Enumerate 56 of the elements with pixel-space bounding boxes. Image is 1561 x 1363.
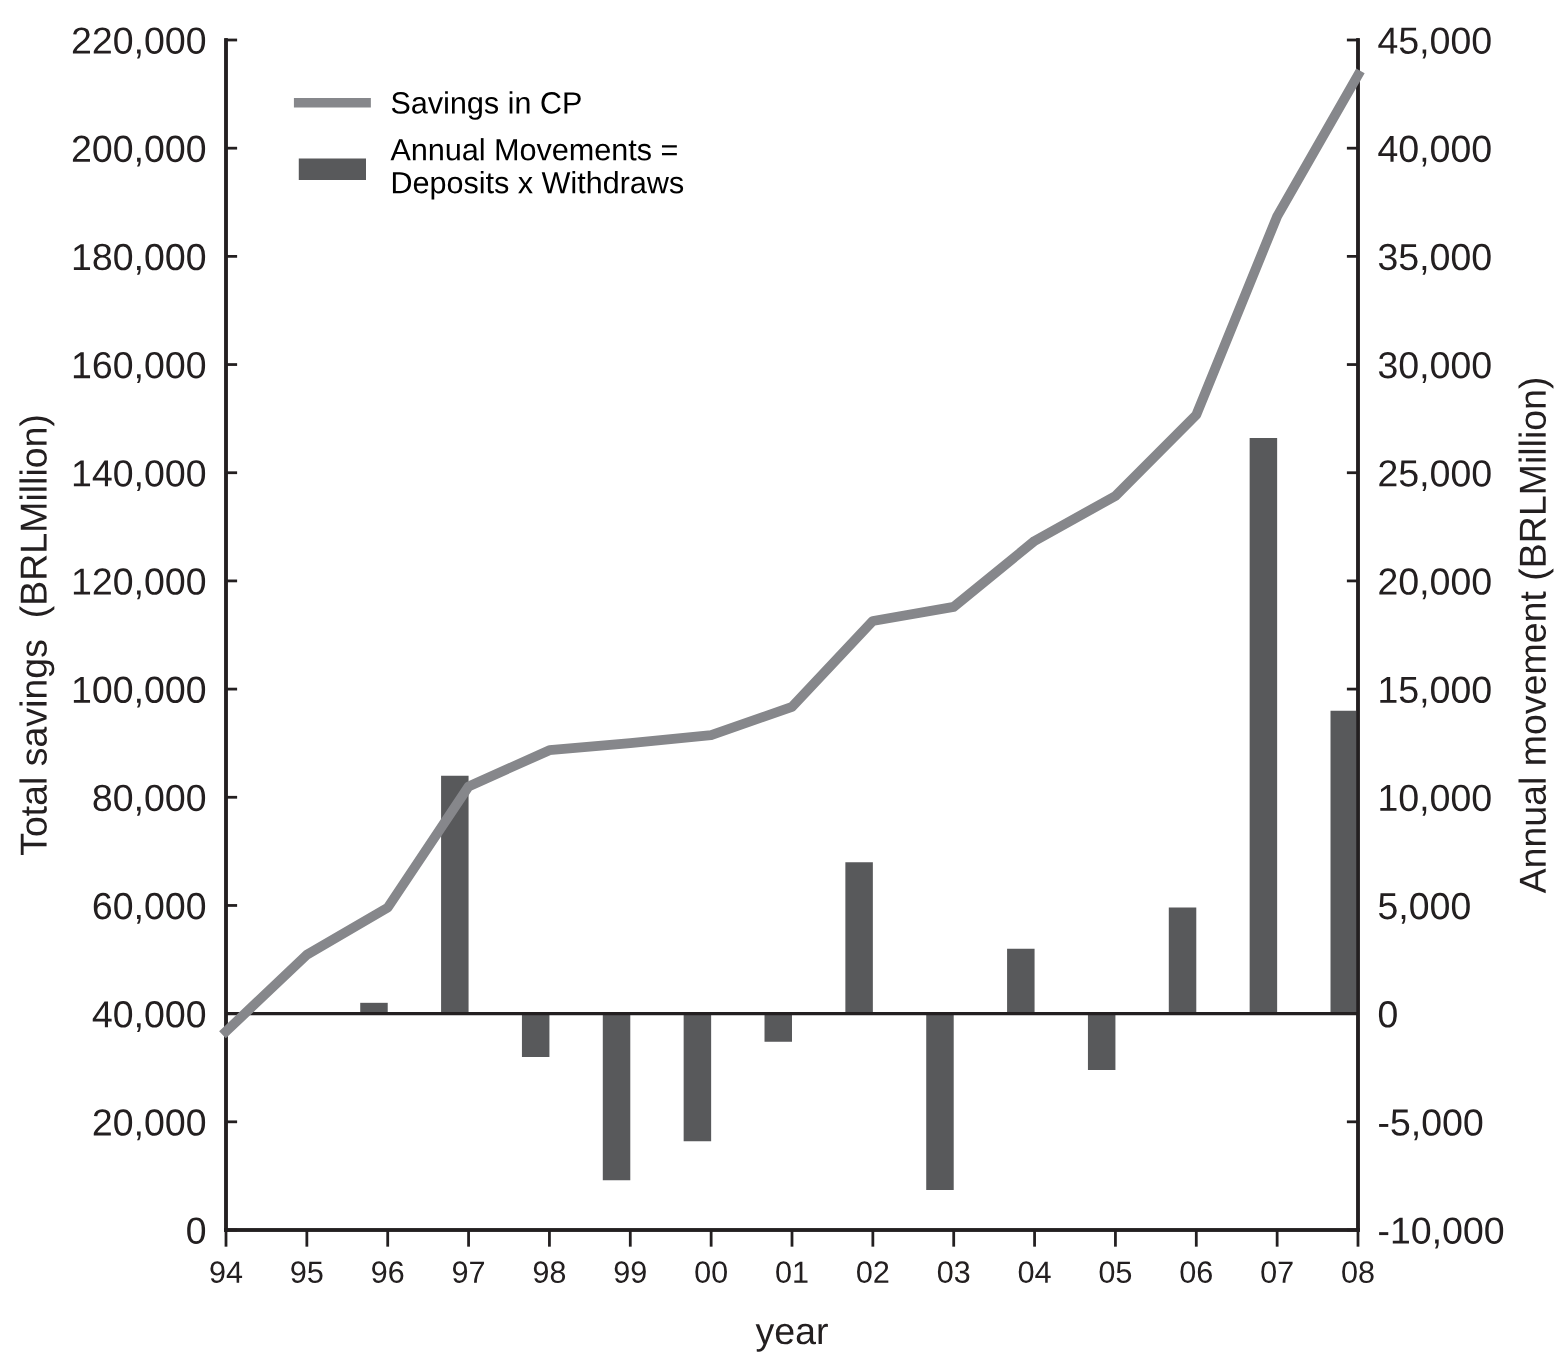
x-tick-label: 99 [614, 1261, 646, 1283]
y-tick-label: 140,000 [73, 460, 206, 492]
y2-tick-label: 20,000 [1379, 568, 1491, 600]
bar [1249, 438, 1278, 1014]
bar [521, 1013, 550, 1057]
y2-axis-title: Annual movement (BRLMillion) [1518, 378, 1554, 894]
bar [1007, 948, 1035, 1014]
x-tick-label: 06 [1180, 1261, 1212, 1283]
x-tick-label: 95 [291, 1261, 323, 1283]
y-tick-label: 160,000 [73, 351, 206, 383]
x-tick-label: 97 [453, 1261, 485, 1283]
y-tick-label: 80,000 [93, 784, 206, 816]
y2-tick-label: 10,000 [1380, 784, 1491, 816]
legend-label: Savings in CP [391, 91, 581, 120]
y-tick-label: 200,000 [72, 135, 206, 167]
bar [1087, 1013, 1116, 1070]
y2-tick-label: 15,000 [1380, 676, 1491, 708]
bar [845, 862, 873, 1014]
y-axis-title: Total savings (BRLMillion) [19, 416, 55, 856]
x-tick-label: 00 [695, 1261, 727, 1283]
x-tick-label: 03 [937, 1261, 970, 1283]
x-tick-label: 07 [1261, 1261, 1293, 1283]
y-tick-label: 60,000 [93, 892, 206, 924]
bar [764, 1013, 792, 1042]
y2-tick-label: -5,000 [1379, 1109, 1483, 1141]
y2-tick-label: 35,000 [1378, 243, 1491, 275]
y-tick-label: 0 [187, 1217, 206, 1244]
y2-tick-label: 45,000 [1378, 27, 1491, 59]
x-tick-label: 01 [776, 1261, 808, 1283]
y-tick-label: 100,000 [73, 676, 206, 708]
x-tick-label: 94 [210, 1261, 243, 1283]
y-tick-label: 180,000 [73, 243, 206, 275]
x-tick-label: 02 [857, 1261, 889, 1283]
bar [602, 1013, 631, 1181]
y2-tick-label: -10,000 [1379, 1217, 1504, 1249]
bar [926, 1013, 954, 1190]
y-tick-label: 220,000 [72, 27, 206, 59]
y2-tick-label: 0 [1378, 1001, 1397, 1028]
bar [441, 775, 469, 1014]
y2-tick-label: 30,000 [1378, 351, 1491, 383]
x-tick-label: 96 [372, 1261, 404, 1283]
y-tick-label: 20,000 [93, 1109, 206, 1141]
x-tick-label: 98 [533, 1261, 566, 1283]
x-tick-label: 04 [1018, 1261, 1051, 1283]
y2-tick-label: 5,000 [1378, 892, 1470, 924]
y-tick-label: 120,000 [73, 568, 206, 600]
y2-tick-label: 40,000 [1378, 135, 1491, 167]
y2-tick-label: 25,000 [1379, 460, 1491, 492]
y-tick-label: 40,000 [92, 1001, 206, 1033]
bar [1168, 907, 1197, 1014]
bar [683, 1013, 712, 1142]
x-tick-label: 05 [1099, 1261, 1132, 1283]
bar [1330, 710, 1358, 1014]
x-tick-label: 08 [1342, 1261, 1374, 1283]
x-axis-title: year [755, 1323, 828, 1352]
legend-label: Annual Movements = Deposits x Withdraws [390, 138, 684, 200]
